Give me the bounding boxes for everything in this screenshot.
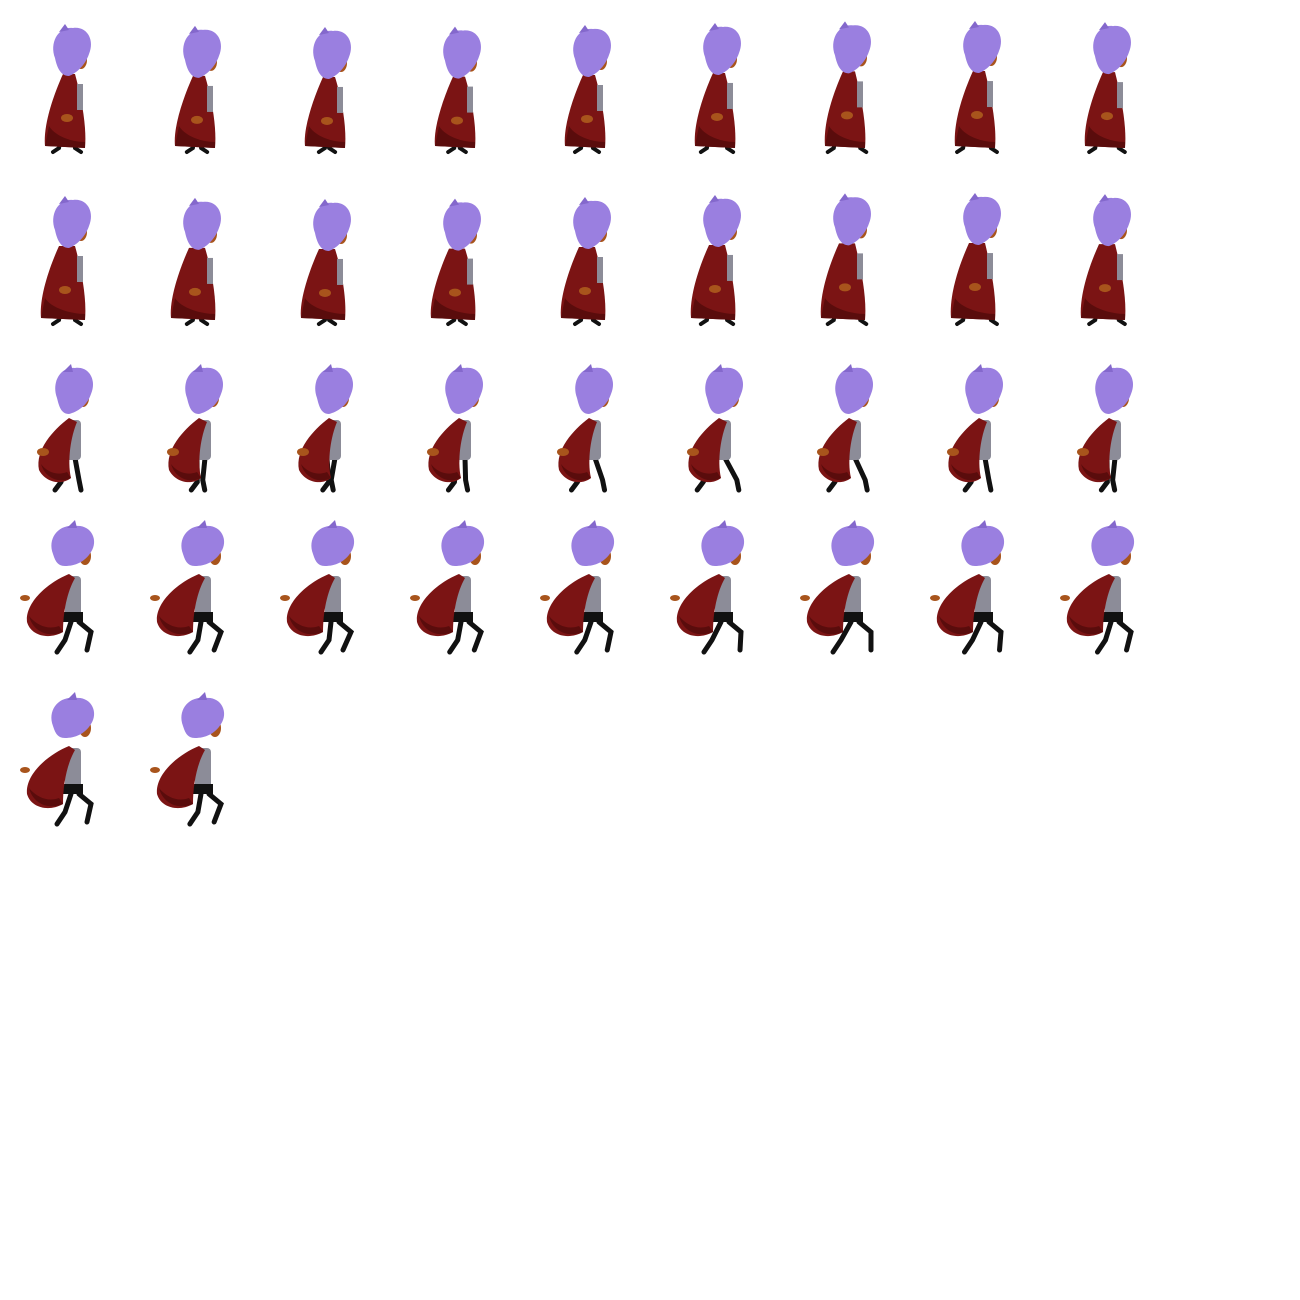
sprite-frame <box>525 168 655 340</box>
character-sprite <box>1077 364 1134 493</box>
sprite-frame <box>785 0 915 168</box>
sprite-frame <box>655 340 785 512</box>
character-sprite <box>297 364 354 493</box>
character-sprite <box>427 364 484 493</box>
sprite-frame <box>395 168 525 340</box>
character-sprite <box>560 197 612 326</box>
sprite-frame <box>1045 168 1175 340</box>
sprite-frame <box>5 0 135 168</box>
sprite-frame <box>395 512 525 684</box>
character-sprite <box>557 364 614 493</box>
character-sprite <box>280 520 355 655</box>
character-sprite <box>540 520 615 655</box>
character-sprite <box>150 692 225 827</box>
character-sprite <box>1080 194 1132 326</box>
character-sprite <box>170 197 222 326</box>
character-sprite <box>37 364 94 493</box>
sprite-frame <box>915 340 1045 512</box>
character-sprite <box>947 364 1004 493</box>
sprite-frame <box>135 340 265 512</box>
sprite-frame <box>5 168 135 340</box>
character-sprite <box>824 21 872 154</box>
character-sprite <box>300 198 352 326</box>
sprite-frame <box>5 512 135 684</box>
character-sprite <box>434 26 482 154</box>
sprite-frame <box>135 684 265 856</box>
character-sprite <box>430 198 482 326</box>
sprite-frame <box>655 168 785 340</box>
sprite-frame <box>135 168 265 340</box>
character-sprite <box>694 22 742 154</box>
sprite-frame <box>915 512 1045 684</box>
character-sprite <box>930 520 1005 655</box>
character-sprite <box>954 21 1002 154</box>
sprite-frame <box>785 512 915 684</box>
sprite-frame <box>265 168 395 340</box>
sprite-frame <box>135 512 265 684</box>
sprite-frame <box>915 0 1045 168</box>
sprite-frame <box>5 684 135 856</box>
sprite-frame <box>265 340 395 512</box>
sprite-frame <box>915 168 1045 340</box>
sprite-frame <box>785 168 915 340</box>
sprite-frame <box>525 340 655 512</box>
character-sprite <box>1084 22 1132 154</box>
sprite-frame <box>135 0 265 168</box>
character-sprite <box>820 193 872 326</box>
sprite-frame <box>655 0 785 168</box>
sprite-frame <box>525 512 655 684</box>
sprite-frame <box>785 340 915 512</box>
character-sprite <box>687 364 744 493</box>
character-sprite <box>304 26 352 154</box>
sprite-frame <box>1045 0 1175 168</box>
character-sprite <box>410 520 485 655</box>
sprite-frame <box>265 512 395 684</box>
character-sprite <box>20 520 95 655</box>
character-sprite <box>950 193 1002 326</box>
character-sprite <box>44 24 92 154</box>
sprite-frame <box>5 340 135 512</box>
sprite-frame <box>1045 340 1175 512</box>
character-sprite <box>40 196 92 326</box>
character-sprite <box>670 520 745 655</box>
character-sprite <box>690 194 742 326</box>
sprite-frame <box>395 340 525 512</box>
sprite-frame <box>1045 512 1175 684</box>
character-sprite <box>167 364 224 493</box>
sprite-frame <box>525 0 655 168</box>
sprite-frame <box>395 0 525 168</box>
character-sprite <box>800 520 875 655</box>
character-sprite <box>150 520 225 655</box>
character-sprite <box>20 692 95 827</box>
character-sprite <box>564 25 612 154</box>
character-sprite <box>1060 520 1135 655</box>
sprite-frame <box>655 512 785 684</box>
character-sprite <box>817 364 874 493</box>
sprite-frame <box>265 0 395 168</box>
character-sprite <box>174 25 222 154</box>
